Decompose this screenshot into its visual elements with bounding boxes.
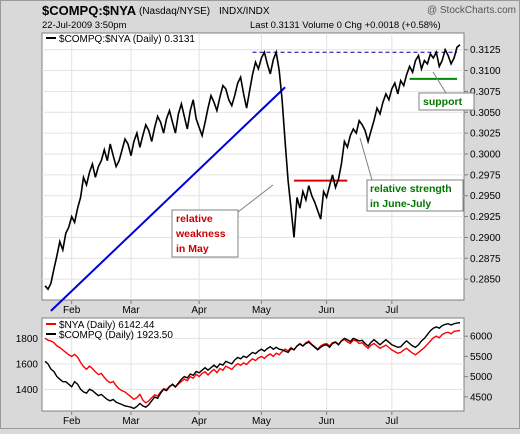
callout-weakness: relative weakness in May — [171, 184, 274, 258]
datetime-label: 22-Jul-2009 3:50pm — [42, 20, 127, 31]
callout-support: support — [418, 71, 475, 111]
main-y-tick-label: 0.3100 — [470, 66, 501, 77]
stats-label: Last 0.3131 Volume 0 Chg +0.0018 (+0.58%… — [250, 20, 441, 31]
main-x-tick-label: Mar — [122, 305, 140, 316]
nya-legend-text: $NYA (Daily) 6142.44 — [59, 320, 155, 331]
callout-weakness-line-1: relative — [176, 213, 213, 225]
lower-right-tick-label: 5500 — [470, 352, 493, 363]
main-x-tick-label: Apr — [191, 305, 207, 316]
main-x-tick-label: May — [252, 305, 271, 316]
callout-support-pointer — [432, 71, 447, 94]
main-x-ticks: Feb Mar Apr May Jun Jul — [63, 300, 398, 316]
main-x-tick-label: Jul — [385, 305, 398, 316]
callout-support-line-1: support — [423, 96, 463, 108]
main-legend-text: $COMPQ:$NYA (Daily) 0.3131 — [59, 34, 195, 45]
main-y-tick-label: 0.3075 — [470, 87, 501, 98]
main-y-tick-label: 0.2925 — [470, 212, 501, 223]
main-y-tick-label: 0.2875 — [470, 254, 501, 265]
main-y-tick-label: 0.2850 — [470, 275, 501, 286]
lower-left-tick-label: 1400 — [16, 385, 39, 396]
callout-weakness-pointer — [237, 184, 274, 213]
callout-support-box — [418, 92, 475, 111]
lower-x-tick-label: Mar — [122, 416, 140, 427]
callout-strength: relative strength in June-July — [359, 137, 464, 212]
lower-grid — [42, 318, 464, 411]
lower-left-ticks: 1400 1600 1800 — [16, 334, 39, 396]
nya-series-line — [44, 329, 461, 404]
callout-strength-line-2: in June-July — [370, 198, 431, 210]
lower-right-tick-label: 6000 — [470, 332, 493, 343]
compq-series-line — [44, 322, 461, 410]
lower-x-tick-label: May — [252, 416, 271, 427]
main-panel — [41, 32, 465, 301]
lower-left-tick-label: 1800 — [16, 334, 39, 345]
main-y-tick-label: 0.2950 — [470, 191, 501, 202]
symbol-title: $COMPQ:$NYA — [42, 3, 137, 18]
lower-x-tick-label: Apr — [191, 416, 207, 427]
lower-right-ticks: 4500 5000 5500 6000 — [464, 332, 493, 403]
main-y-tick-label: 0.2900 — [470, 233, 501, 244]
lower-right-tick-label: 4500 — [470, 392, 493, 403]
main-x-tick-label: Feb — [63, 305, 81, 316]
lower-x-tick-label: Jun — [319, 416, 335, 427]
lower-right-tick-label: 5000 — [470, 372, 493, 383]
lower-panel — [41, 317, 465, 412]
watermark: @ StockCharts.com — [427, 5, 516, 16]
trendline — [50, 86, 286, 312]
lower-x-ticks: Feb Mar Apr May Jun Jul — [63, 411, 398, 427]
main-y-tick-label: 0.2975 — [470, 170, 501, 181]
callout-strength-pointer — [359, 137, 373, 181]
main-y-tick-label: 0.3050 — [470, 108, 501, 119]
main-y-tick-label: 0.3125 — [470, 45, 501, 56]
callout-strength-box — [366, 179, 464, 212]
exchange-label: (Nasdaq/NYSE) — [139, 6, 210, 17]
lower-x-tick-label: Jul — [385, 416, 398, 427]
callout-weakness-line-3: in May — [176, 243, 209, 255]
main-x-tick-label: Jun — [319, 305, 335, 316]
main-y-tick-label: 0.3025 — [470, 129, 501, 140]
callout-strength-line-1: relative strength — [370, 183, 452, 195]
ratio-series-line — [44, 44, 461, 291]
lower-x-tick-label: Feb — [63, 416, 81, 427]
lower-left-tick-label: 1600 — [16, 359, 39, 370]
main-y-ticks: 0.2850 0.2875 0.2900 0.2925 0.2950 0.2975 0.30… — [464, 45, 501, 286]
callout-weakness-box — [171, 209, 239, 258]
main-y-tick-label: 0.3000 — [470, 149, 501, 160]
callout-weakness-line-2: weakness — [175, 228, 226, 240]
index-type-label: INDX/INDX — [219, 6, 270, 17]
compq-legend-text: $COMPQ (Daily) 1923.50 — [59, 330, 173, 341]
